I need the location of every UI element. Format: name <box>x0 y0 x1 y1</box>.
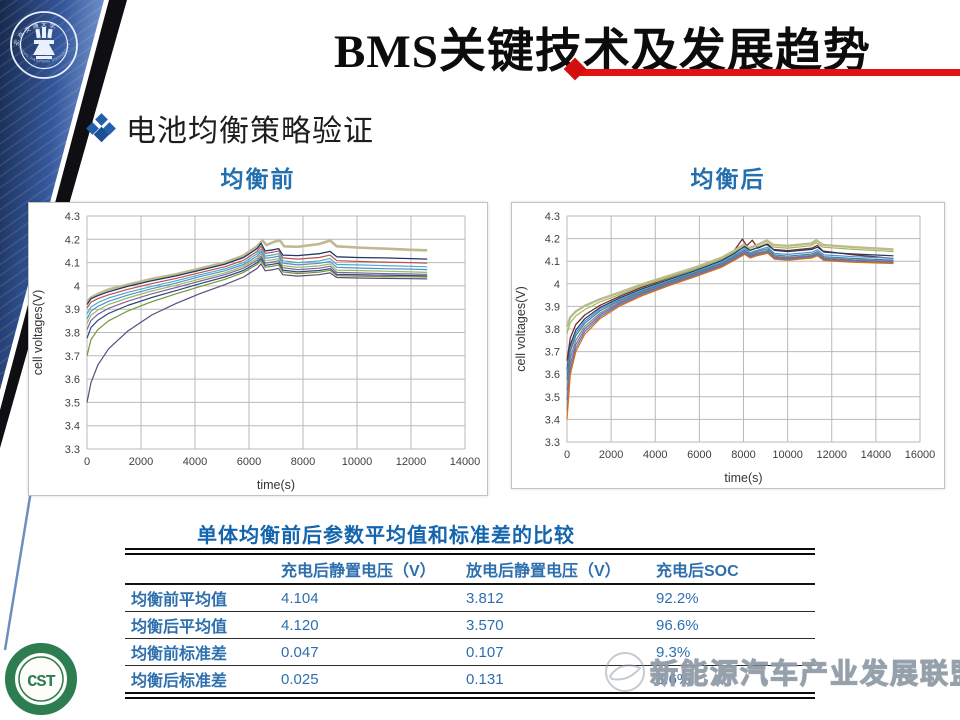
svg-text:4.1: 4.1 <box>65 258 80 270</box>
diamond-bullet-icon <box>86 113 116 143</box>
svg-text:14000: 14000 <box>861 449 892 461</box>
cst-logo: CST <box>5 643 77 715</box>
university-logo: 北京交通大学 BEIJING JIAOTONG UNIVERSITY <box>10 11 78 79</box>
table-row: 均衡后平均值 4.120 3.570 96.6% <box>125 611 815 638</box>
svg-text:3.5: 3.5 <box>545 392 560 404</box>
cell-value: 9.3% <box>656 643 691 661</box>
svg-text:3.7: 3.7 <box>545 347 560 359</box>
row-label: 均衡后平均值 <box>131 619 228 636</box>
svg-text:3.8: 3.8 <box>545 324 560 336</box>
svg-text:3.3: 3.3 <box>65 444 80 456</box>
cell-value: 4.104 <box>281 589 319 607</box>
svg-text:16000: 16000 <box>905 449 936 461</box>
watermark-label: 新能源汽车产业发展联盟 <box>649 657 960 689</box>
title-underline <box>578 69 960 76</box>
svg-text:4.2: 4.2 <box>65 234 80 246</box>
svg-text:4000: 4000 <box>643 449 667 461</box>
svg-text:3.8: 3.8 <box>65 328 80 340</box>
header-cell: 充电后静置电压（V） <box>281 563 436 580</box>
svg-text:4.3: 4.3 <box>545 211 560 223</box>
cell-value: 92.2% <box>656 589 699 607</box>
header-cell: 充电后SOC <box>656 563 739 580</box>
table-row: 均衡后标准差 0.025 0.131 3.6% <box>125 665 815 692</box>
svg-text:6000: 6000 <box>687 449 711 461</box>
header-cell: 放电后静置电压（V） <box>466 563 621 580</box>
cell-value: 0.131 <box>466 670 504 688</box>
chart-before-figure: 均衡前 0 2000 4000 6000 8000 10000 12000 14000 3.3 3… <box>28 160 488 496</box>
svg-text:10000: 10000 <box>772 449 803 461</box>
svg-text:14000: 14000 <box>450 456 481 468</box>
row-label: 均衡后标准差 <box>131 673 228 690</box>
table-top-rule <box>125 548 815 555</box>
svg-text:4: 4 <box>74 281 80 293</box>
university-emblem-icon <box>33 27 55 59</box>
row-label: 均衡前标准差 <box>131 646 228 663</box>
svg-text:3.3: 3.3 <box>545 437 560 449</box>
svg-text:12000: 12000 <box>396 456 427 468</box>
watermark: 新能源汽车产业发展联盟 <box>600 646 960 698</box>
svg-text:3.6: 3.6 <box>65 374 80 386</box>
chart-after-title: 均衡后 <box>690 167 766 192</box>
svg-text:4000: 4000 <box>183 456 207 468</box>
cell-value: 0.047 <box>281 643 319 661</box>
svg-text:10000: 10000 <box>342 456 373 468</box>
svg-text:0: 0 <box>564 449 570 461</box>
svg-text:3.5: 3.5 <box>65 397 80 409</box>
cst-logo-label: CST <box>27 673 55 692</box>
chart-after-figure: 均衡后 0 2000 4000 6000 8000 10000 12000 14000 1600… <box>511 160 945 489</box>
svg-text:4.2: 4.2 <box>545 234 560 246</box>
svg-text:0: 0 <box>84 456 90 468</box>
svg-text:3.9: 3.9 <box>545 301 560 313</box>
chart-before-title: 均衡前 <box>220 167 296 192</box>
cell-value: 96.6% <box>656 616 699 634</box>
cell-value: 0.025 <box>281 670 319 688</box>
svg-text:cell voltages(V): cell voltages(V) <box>31 290 45 375</box>
svg-text:4.1: 4.1 <box>545 256 560 268</box>
svg-text:2000: 2000 <box>599 449 623 461</box>
svg-text:time(s): time(s) <box>257 478 295 492</box>
svg-text:8000: 8000 <box>731 449 755 461</box>
svg-text:3.4: 3.4 <box>65 421 80 433</box>
svg-text:3.4: 3.4 <box>545 414 560 426</box>
table-title: 单体均衡前后参数平均值和标准差的比较 <box>197 525 575 547</box>
cell-value: 0.107 <box>466 643 504 661</box>
table-row: 均衡前标准差 0.047 0.107 9.3% <box>125 638 815 665</box>
section-heading-label: 电池均衡策略验证 <box>126 115 374 148</box>
cell-value: 3.812 <box>466 589 504 607</box>
svg-text:4.3: 4.3 <box>65 211 80 223</box>
svg-text:12000: 12000 <box>816 449 847 461</box>
svg-text:2000: 2000 <box>129 456 153 468</box>
svg-text:time(s): time(s) <box>724 471 762 485</box>
watermark-logo-icon <box>605 652 645 692</box>
svg-text:4: 4 <box>554 279 560 291</box>
svg-text:cell voltages(V): cell voltages(V) <box>514 286 528 371</box>
university-logo-ring-bottom-text: BEIJING JIAOTONG UNIVERSITY <box>17 42 72 63</box>
svg-text:3.7: 3.7 <box>65 351 80 363</box>
chart-after-canvas: 0 2000 4000 6000 8000 10000 12000 14000 16000 3.3… <box>511 202 945 489</box>
university-logo-ring-top-text: 北京交通大学 <box>11 21 58 47</box>
svg-text:3.6: 3.6 <box>545 369 560 381</box>
cell-value: 4.120 <box>281 616 319 634</box>
cell-value: 3.6% <box>656 670 691 688</box>
comparison-table: 充电后静置电压（V） 放电后静置电压（V） 充电后SOC 均衡前平均值 4.10… <box>125 548 815 699</box>
svg-text:8000: 8000 <box>291 456 315 468</box>
chart-before-canvas: 0 2000 4000 6000 8000 10000 12000 14000 3.3 3.4 3.… <box>28 202 488 496</box>
section-heading: 电池均衡策略验证 <box>86 106 374 150</box>
table-header-row: 充电后静置电压（V） 放电后静置电压（V） 充电后SOC <box>125 555 815 585</box>
cell-value: 3.570 <box>466 616 504 634</box>
row-label: 均衡前平均值 <box>131 592 228 609</box>
svg-text:6000: 6000 <box>237 456 261 468</box>
table-bottom-rule <box>125 692 815 699</box>
table-row: 均衡前平均值 4.104 3.812 92.2% <box>125 585 815 611</box>
svg-text:3.9: 3.9 <box>65 304 80 316</box>
